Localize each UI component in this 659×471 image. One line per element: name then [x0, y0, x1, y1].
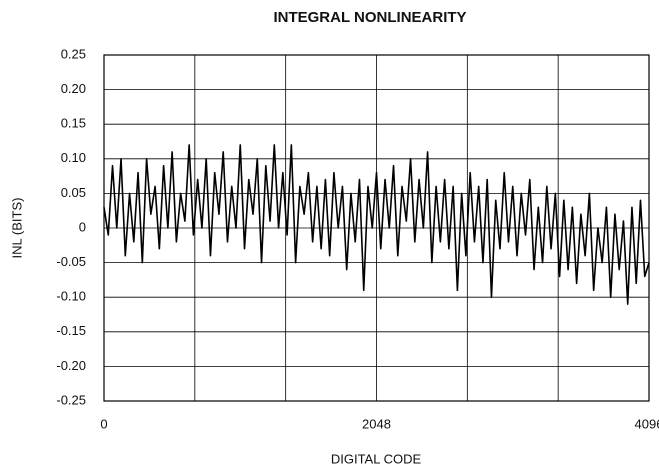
y-tick-label: 0 — [79, 219, 86, 234]
y-tick-label: 0.15 — [61, 116, 86, 131]
x-tick-label: 0 — [100, 416, 107, 431]
y-tick-label: -0.10 — [56, 289, 86, 304]
y-tick-label: 0.10 — [61, 150, 86, 165]
y-tick-label: 0.25 — [61, 46, 86, 61]
x-tick-label: 4096 — [635, 416, 659, 431]
inl-line — [103, 144, 650, 305]
y-axis-label: INL (BITS) — [9, 198, 24, 259]
x-axis-label: DIGITAL CODE — [331, 451, 422, 466]
y-tick-label: -0.25 — [56, 392, 86, 407]
y-tick-label: -0.05 — [56, 254, 86, 269]
plot-frame — [103, 54, 650, 402]
y-tick-label: -0.20 — [56, 358, 86, 373]
y-tick-label: 0.05 — [61, 185, 86, 200]
x-tick-label: 2048 — [362, 416, 391, 431]
y-tick-label: -0.15 — [56, 323, 86, 338]
chart-title: INTEGRAL NONLINEARITY — [273, 9, 466, 26]
y-tick-label: 0.20 — [61, 81, 86, 96]
